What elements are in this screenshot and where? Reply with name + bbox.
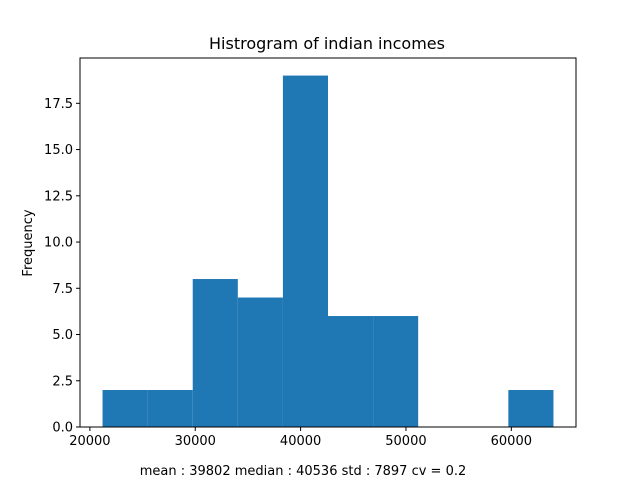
y-tick-label: 2.5 <box>52 374 73 389</box>
y-tick-label: 7.5 <box>52 282 73 297</box>
histogram-bar <box>508 390 554 427</box>
y-axis-label: Frequency <box>21 209 36 276</box>
x-tick-label: 60000 <box>491 434 532 449</box>
histogram-bar <box>192 279 238 427</box>
histogram-bar <box>237 297 283 427</box>
y-tick-label: 17.5 <box>44 97 73 112</box>
y-tick-label: 15.0 <box>44 143 73 158</box>
histogram-bar <box>373 316 419 427</box>
y-tick-label: 5.0 <box>52 328 73 343</box>
histogram-bars <box>102 75 554 428</box>
x-tick-label: 50000 <box>385 434 426 449</box>
y-tick-label: 12.5 <box>44 189 73 204</box>
y-axis-ticks: 0.0 2.5 5.0 7.5 10.0 12.5 15.0 17.5 <box>44 97 80 436</box>
x-tick-label: 20000 <box>69 434 110 449</box>
histogram-bar <box>282 75 328 428</box>
chart-title: Histrogram of indian incomes <box>209 34 445 53</box>
stats-summary: mean : 39802 median : 40536 std : 7897 c… <box>140 464 467 479</box>
histogram-bar <box>147 390 193 427</box>
x-tick-label: 40000 <box>280 434 321 449</box>
plot-frame <box>79 57 577 428</box>
y-tick-label: 0.0 <box>52 421 73 436</box>
histogram-bar <box>102 390 148 427</box>
y-tick-label: 10.0 <box>44 236 73 251</box>
x-axis-ticks: 20000 30000 40000 50000 60000 <box>69 427 532 449</box>
x-tick-label: 30000 <box>175 434 216 449</box>
histogram-bar <box>328 316 374 427</box>
